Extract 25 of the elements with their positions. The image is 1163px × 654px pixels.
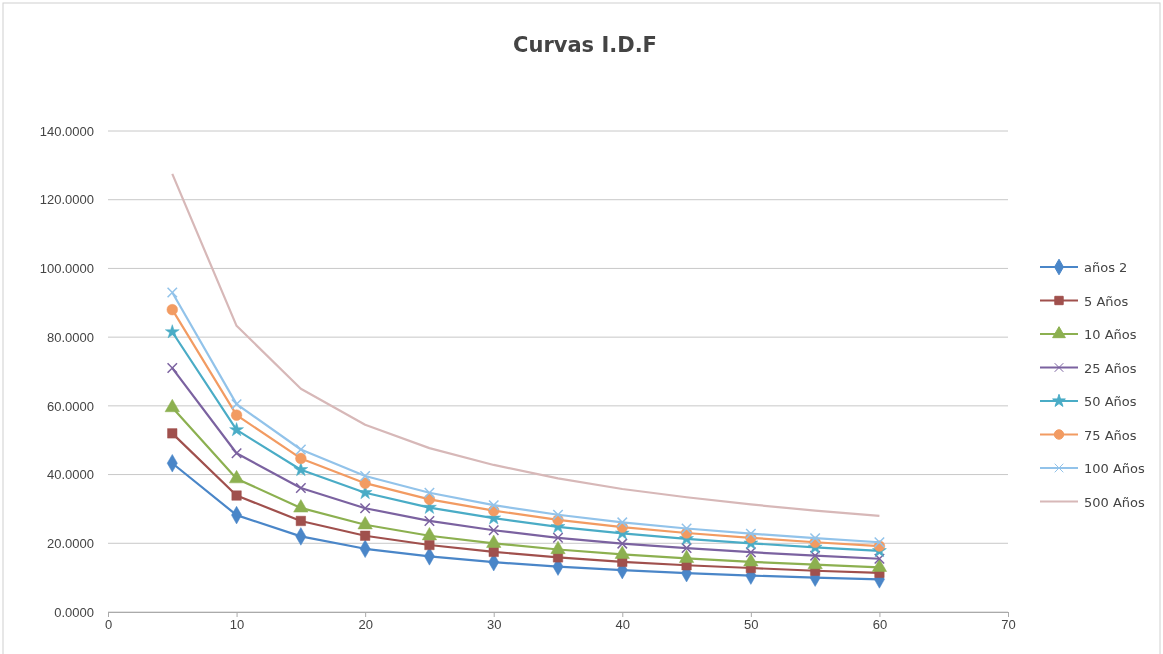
x-tick-label: 30	[486, 617, 502, 633]
chart-title: Curvas I.D.F	[513, 33, 657, 57]
x-tick-label: 0	[104, 617, 113, 633]
x-tick-label: 60	[872, 617, 888, 633]
y-tick-label: 140.0000	[39, 123, 94, 139]
y-tick-label: 60.0000	[47, 398, 94, 414]
y-tick-label: 40.0000	[47, 467, 94, 483]
legend-label: 5 Años	[1084, 293, 1129, 309]
x-tick-label: 20	[358, 617, 373, 633]
y-tick-label: 0.0000	[54, 604, 94, 620]
y-tick-label: 20.0000	[47, 535, 94, 551]
y-tick-label: 80.0000	[47, 329, 94, 345]
x-tick-label: 10	[229, 617, 245, 633]
legend-label: 10 Años	[1084, 327, 1137, 342]
y-tick-label: 120.0000	[39, 192, 94, 208]
x-tick-label: 50	[744, 617, 759, 633]
legend-label: 100 Años	[1084, 461, 1146, 476]
legend-label: 500 Años	[1084, 494, 1146, 510]
legend-label: años 2	[1084, 260, 1128, 275]
x-tick-label: 40	[615, 617, 631, 633]
legend-label: 25 Años	[1084, 360, 1137, 376]
x-tick-label: 70	[1001, 617, 1016, 633]
legend-label: 50 Años	[1084, 394, 1137, 409]
legend-label: 75 Años	[1084, 427, 1137, 443]
y-tick-label: 100.0000	[39, 261, 94, 277]
